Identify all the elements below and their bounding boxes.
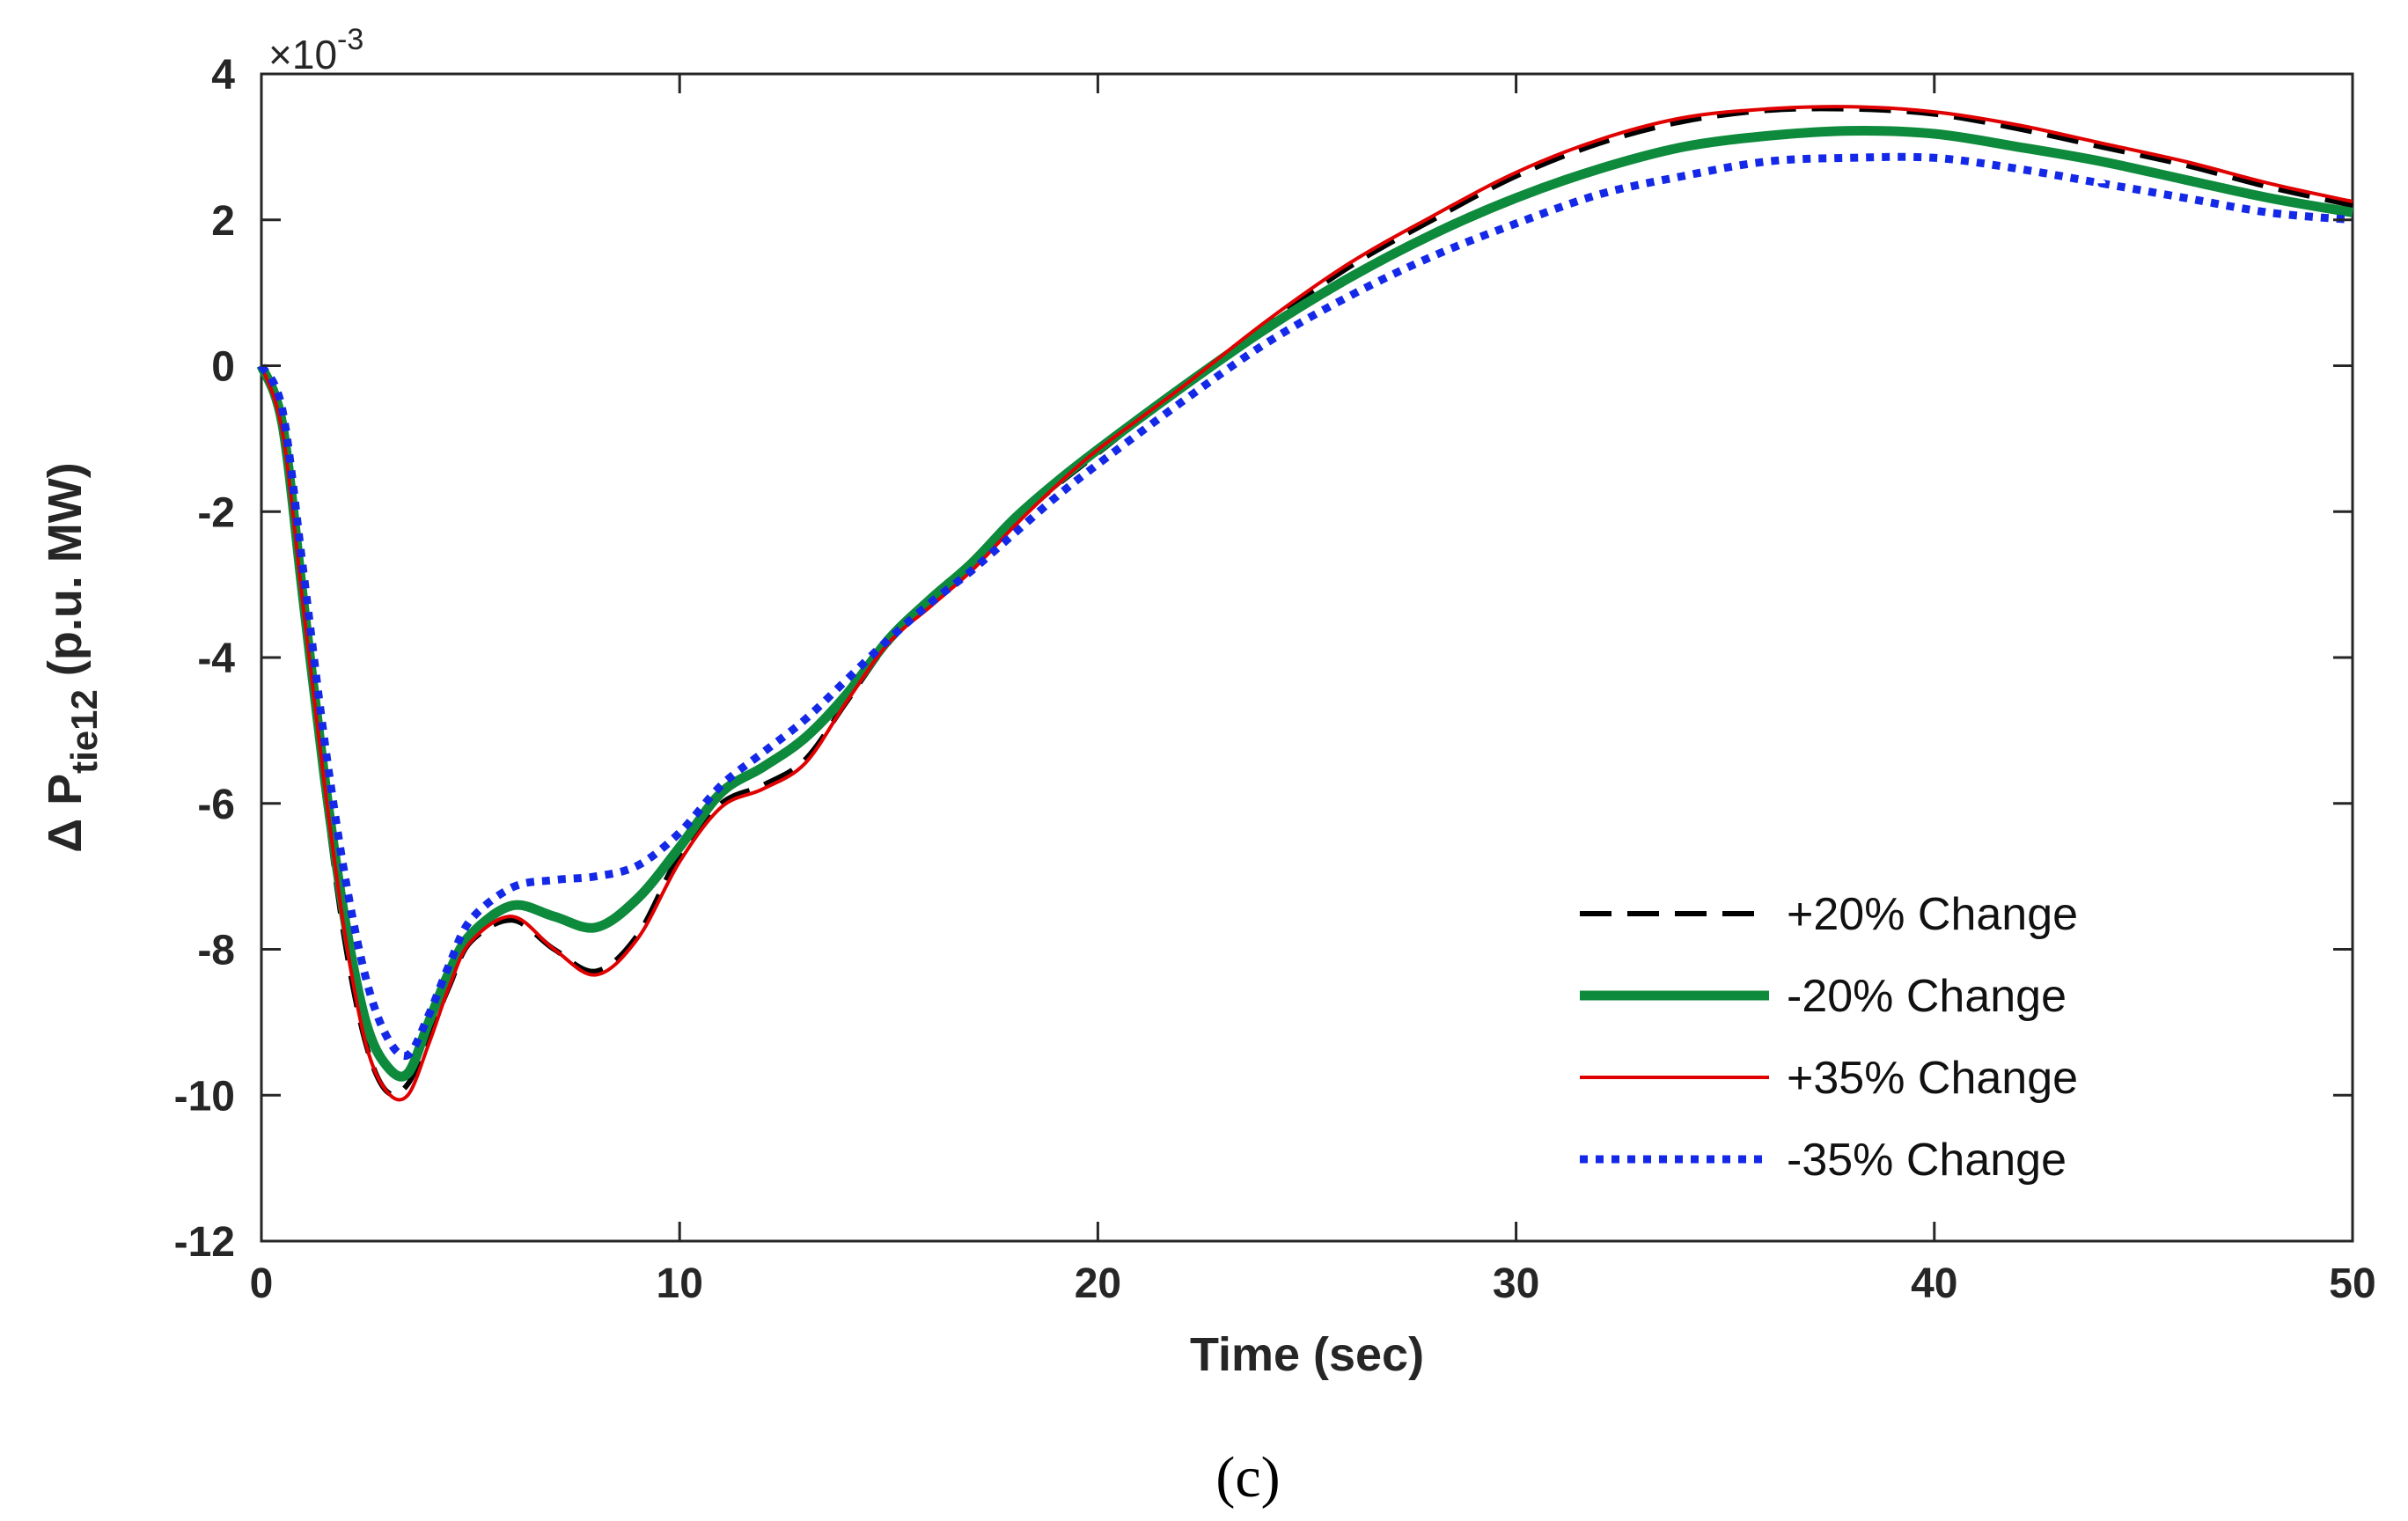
x-tick-label: 50 [2329,1260,2375,1307]
y-tick-label: 0 [211,344,235,391]
y-axis-multiplier: ×10-3 [268,23,363,77]
y-tick-label: -2 [197,489,235,536]
x-tick-label: 20 [1075,1260,1121,1307]
x-tick-label: 30 [1493,1260,1539,1307]
series-layer [256,105,2353,1102]
x-tick-label: 0 [250,1260,274,1307]
y-tick-label: 2 [211,198,235,245]
y-axis-title-suffix: (p.u. MW) [39,462,92,689]
legend-label-3: +35% Change [1787,1053,2078,1104]
y-tick-label: -10 [174,1073,235,1120]
x-axis-title: Time (sec) [1190,1328,1424,1381]
y-axis-title-prefix: Δ P [39,774,92,853]
y-axis-ticks: 4 2 0 -2 -4 -6 -8 -10 -12 [174,52,2353,1266]
y-multiplier-exponent: -3 [337,23,363,56]
y-multiplier-base: ×10 [268,32,337,77]
y-axis-title-subscript: tie12 [63,689,105,774]
y-axis-title: Δ Ptie12 (p.u. MW) [39,462,105,852]
x-tick-label: 10 [657,1260,703,1307]
y-tick-label: -6 [197,782,235,828]
series-line-3 [260,105,2353,1102]
y-tick-label: -4 [197,636,235,682]
figure-caption: (c) [1215,1445,1280,1510]
y-tick-label: -8 [197,928,235,974]
legend-label-2: -20% Change [1787,971,2067,1022]
y-tick-label: -12 [174,1219,235,1266]
y-tick-label: 4 [211,52,235,99]
legend-label-4: -35% Change [1787,1135,2067,1186]
x-axis-ticks: 0 10 20 30 40 50 [250,74,2376,1307]
series-line-4 [257,152,2353,1061]
x-tick-label: 40 [1911,1260,1957,1307]
legend: +20% Change -20% Change +35% Change -35% Ch… [1580,889,2078,1186]
legend-label-1: +20% Change [1787,889,2078,940]
plot-area-frame [260,72,2354,1243]
